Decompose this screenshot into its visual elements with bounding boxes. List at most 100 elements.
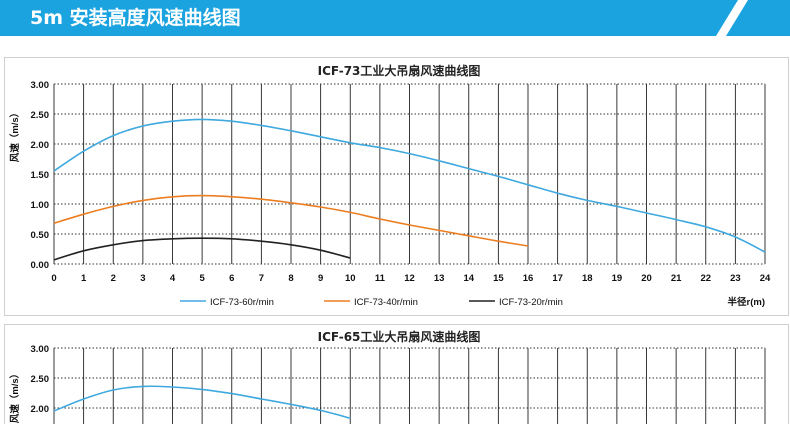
x-tick-label: 18 <box>582 273 593 284</box>
legend-label: ICF-73-60r/min <box>210 297 274 308</box>
data-point <box>142 125 143 126</box>
data-point <box>261 125 262 126</box>
y-tick-label: 2.00 <box>31 404 50 415</box>
data-point <box>320 250 321 251</box>
chart-icf65-svg: ICF-65工业大吊扇风速曲线图 3.00 2.50 2.00 风速（m/s） <box>4 324 789 424</box>
data-point <box>379 218 380 219</box>
data-point <box>527 184 528 185</box>
data-point <box>676 219 677 220</box>
data-point <box>172 386 173 387</box>
x-tick-label: 7 <box>259 273 264 284</box>
series-line-1 <box>53 118 766 253</box>
y-tick-label: 1.00 <box>31 200 50 211</box>
data-point <box>439 230 440 231</box>
data-point <box>616 206 617 207</box>
x-axis-label: 半径r(m) <box>728 296 765 308</box>
x-tick-label: 22 <box>700 273 711 284</box>
chart-frame <box>4 324 789 424</box>
y-tick-label: 2.00 <box>31 140 50 151</box>
data-point <box>379 147 380 148</box>
data-point <box>350 142 351 143</box>
y-tick-label: 0.00 <box>31 260 50 271</box>
legend-label: ICF-73-40r/min <box>354 297 418 308</box>
x-tick-label: 4 <box>170 273 176 284</box>
data-point <box>468 235 469 236</box>
chart-icf65: ICF-65工业大吊扇风速曲线图 3.00 2.50 2.00 风速（m/s） <box>4 324 789 424</box>
x-tick-label: 20 <box>641 273 652 284</box>
x-tick-label: 9 <box>318 273 323 284</box>
x-tick-label: 11 <box>375 273 386 284</box>
data-point <box>113 135 114 136</box>
data-point <box>231 121 232 122</box>
y-tick-label: 3.00 <box>31 344 50 355</box>
data-point <box>468 168 469 169</box>
data-point <box>53 170 54 171</box>
x-tick-label: 17 <box>552 273 563 284</box>
data-point <box>83 214 84 215</box>
data-point <box>53 223 54 224</box>
chart-frame <box>4 57 789 316</box>
x-tick-label: 24 <box>760 273 771 284</box>
x-tick-label: 19 <box>612 273 623 284</box>
data-point <box>83 250 84 251</box>
data-point <box>320 410 321 411</box>
x-tick-label: 14 <box>463 273 474 284</box>
x-tick-label: 12 <box>404 273 415 284</box>
data-point <box>290 244 291 245</box>
data-point <box>350 418 351 419</box>
y-tick-label: 3.00 <box>31 80 50 91</box>
data-point <box>202 119 203 120</box>
data-point <box>172 121 173 122</box>
data-point <box>231 393 232 394</box>
y-axis-label: 风速（m/s） <box>9 369 21 423</box>
data-point <box>113 389 114 390</box>
data-point <box>53 410 54 411</box>
y-tick-label: 2.50 <box>31 110 50 121</box>
data-point <box>527 245 528 246</box>
x-tick-label: 1 <box>81 273 87 284</box>
x-tick-label: 21 <box>671 273 682 284</box>
data-point <box>261 241 262 242</box>
y-axis-label: 风速（m/s） <box>9 108 21 162</box>
x-tick-label: 16 <box>523 273 534 284</box>
data-point <box>261 398 262 399</box>
data-point <box>142 386 143 387</box>
data-point <box>557 193 558 194</box>
data-point <box>350 257 351 258</box>
data-point <box>231 196 232 197</box>
data-point <box>290 130 291 131</box>
data-point <box>705 226 706 227</box>
series-line-2 <box>53 194 529 247</box>
data-point <box>172 196 173 197</box>
data-point <box>764 251 765 252</box>
section-banner: 5m 安装高度风速曲线图 <box>0 0 790 36</box>
data-point <box>320 206 321 207</box>
data-point <box>409 224 410 225</box>
x-tick-label: 0 <box>51 273 56 284</box>
data-point <box>113 244 114 245</box>
data-point <box>320 136 321 137</box>
data-point <box>646 212 647 213</box>
data-point <box>113 206 114 207</box>
data-point <box>53 259 54 260</box>
y-tick-label: 0.50 <box>31 230 50 241</box>
chart-icf73-svg: ICF-73工业大吊扇风速曲线图 0.00 0.50 1.00 1.50 2.00 2.50… <box>4 57 789 316</box>
data-point <box>498 241 499 242</box>
x-tick-label: 8 <box>288 273 293 284</box>
series-line-3 <box>53 237 351 261</box>
x-tick-label: 6 <box>229 273 234 284</box>
data-point <box>290 202 291 203</box>
y-tick-label: 2.50 <box>31 374 50 385</box>
section-title: 5m 安装高度风速曲线图 <box>30 7 241 29</box>
data-point <box>231 238 232 239</box>
chart-title: ICF-65工业大吊扇风速曲线图 <box>318 329 481 344</box>
x-tick-label: 15 <box>493 273 504 284</box>
banner-background <box>0 0 790 36</box>
data-point <box>409 153 410 154</box>
legend-label: ICF-73-20r/min <box>499 297 563 308</box>
data-point <box>261 199 262 200</box>
data-point <box>350 212 351 213</box>
data-point <box>498 176 499 177</box>
x-tick-label: 3 <box>140 273 145 284</box>
data-point <box>142 240 143 241</box>
